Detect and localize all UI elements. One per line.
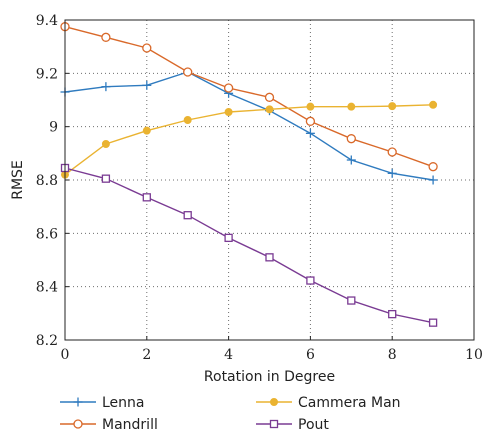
data-point-mandrill (264, 92, 275, 102)
legend-label-cammera-man: Cammera Man (298, 395, 401, 411)
data-point-pout (265, 253, 274, 262)
data-point-mandrill (387, 147, 397, 157)
data-point-pout (388, 309, 397, 319)
x-tick-label: 0 (61, 347, 70, 363)
legend-label-lenna: Lenna (102, 395, 145, 411)
data-point-lenna (387, 168, 397, 178)
data-point-cammera-man (265, 105, 274, 114)
data-point-pout (183, 211, 192, 220)
grid (65, 20, 474, 340)
data-point-lenna (305, 128, 315, 138)
data-point-pout (347, 296, 356, 305)
series-line-mandrill (64, 25, 434, 168)
x-tick-label: 6 (306, 347, 315, 363)
legend-label-mandrill: Mandrill (102, 417, 158, 433)
data-point-mandrill (428, 162, 438, 172)
data-point-pout (101, 174, 111, 183)
x-axis-label: Rotation in Degree (204, 369, 335, 385)
data-point-cammera-man (142, 126, 151, 135)
legend: Lenna Mandrill Cammera Man Pout (60, 395, 401, 433)
data-point-mandrill (183, 67, 193, 77)
data-point-pout (142, 193, 151, 202)
legend-marker-cammera-man (270, 398, 278, 406)
series-line-cammera-man (64, 104, 434, 176)
x-tick-label: 8 (388, 347, 397, 363)
x-tick-label: 10 (465, 347, 483, 363)
legend-item-mandrill: Mandrill (60, 417, 158, 433)
data-point-pout (428, 318, 438, 327)
data-point-mandrill (223, 83, 234, 93)
legend-label-pout: Pout (298, 417, 329, 433)
series-cammera-man (61, 100, 438, 179)
y-tick-label: 8.4 (36, 280, 58, 296)
data-point-cammera-man (224, 108, 233, 116)
data-point-pout (306, 276, 315, 285)
legend-item-cammera-man: Cammera Man (256, 395, 401, 411)
x-tick-label: 4 (224, 347, 233, 363)
data-point-cammera-man (429, 100, 438, 109)
data-point-cammera-man (347, 102, 356, 111)
series-line-lenna (64, 71, 434, 181)
y-axis-label: RMSE (10, 160, 26, 200)
legend-marker-pout (269, 419, 279, 429)
y-tick-label: 8.6 (36, 226, 58, 242)
data-point-lenna (428, 175, 438, 185)
legend-item-lenna: Lenna (60, 395, 145, 411)
data-point-mandrill (305, 116, 316, 126)
data-point-mandrill (142, 43, 152, 53)
data-point-lenna (101, 82, 111, 92)
data-point-pout (224, 233, 233, 243)
data-point-cammera-man (183, 116, 192, 124)
series-pout (60, 163, 438, 327)
x-tick-label: 2 (142, 347, 151, 363)
y-tick-label: 9.4 (36, 13, 58, 29)
data-point-lenna (346, 155, 356, 165)
data-point-lenna (142, 80, 152, 90)
legend-marker-mandrill (73, 419, 83, 429)
y-tick-label: 9.2 (36, 66, 58, 82)
y-tick-label: 8.8 (36, 173, 58, 189)
y-tick-label: 9 (49, 120, 58, 136)
data-point-cammera-man (388, 102, 397, 111)
data-point-cammera-man (101, 140, 110, 148)
y-tick-label: 8.2 (36, 333, 58, 349)
legend-marker-lenna (73, 397, 83, 407)
series-line-pout (64, 167, 434, 324)
data-point-mandrill (346, 134, 356, 144)
data-point-cammera-man (306, 102, 315, 111)
series-lenna (60, 67, 438, 185)
data-point-mandrill (101, 32, 111, 42)
series-mandrill (60, 22, 438, 172)
series-layer (60, 22, 438, 327)
legend-item-pout: Pout (256, 417, 329, 433)
axis-ticks: 0 2 4 6 8 10 8.2 8.4 8.6 8.8 9 9.2 9.4 (36, 13, 483, 363)
